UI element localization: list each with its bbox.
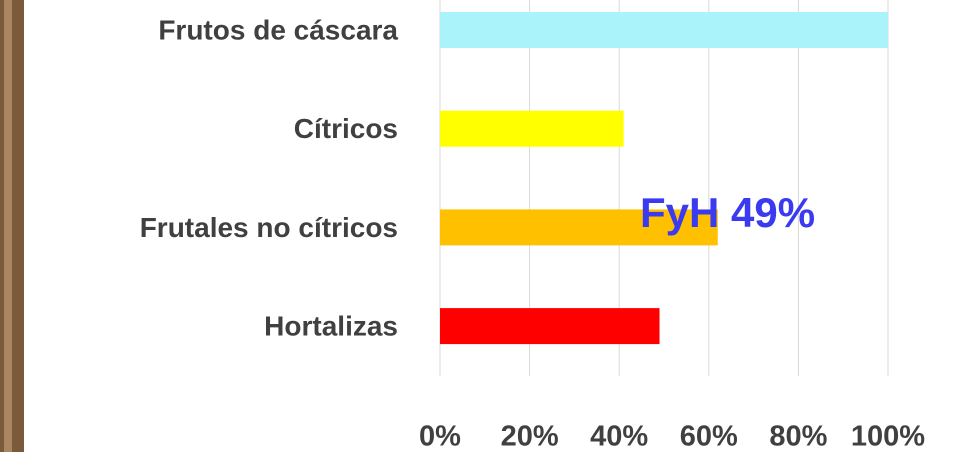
x-tick-label: 80% [769, 421, 827, 452]
x-tick-label: 60% [680, 421, 738, 452]
y-tick-label: Cítricos [294, 113, 398, 144]
x-tick-label: 0% [419, 421, 461, 452]
x-tick-label: 100% [851, 421, 925, 452]
y-tick-label: Frutos de cáscara [158, 14, 398, 45]
bar [440, 308, 660, 345]
annotation: FyH 49% [640, 189, 815, 236]
bar [440, 209, 718, 246]
bar [440, 12, 888, 48]
background-photo-strip [4, 0, 12, 452]
x-tick-label: 40% [590, 421, 648, 452]
y-tick-label: Hortalizas [264, 310, 398, 341]
x-tick-label: 20% [501, 421, 559, 452]
y-tick-label: Frutales no cítricos [140, 212, 398, 243]
bar [440, 110, 624, 147]
